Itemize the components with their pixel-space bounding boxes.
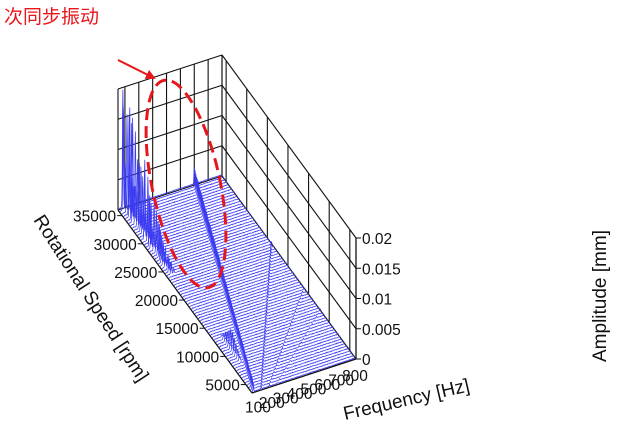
spectrum-line (197, 283, 303, 320)
spectrum-line (135, 166, 240, 234)
tick-labels: 5000100001500020000250003000035000100200… (73, 209, 401, 417)
spectrum-line (246, 350, 351, 386)
spectrum-line (187, 269, 292, 305)
frequency-tick-label: 100 (245, 400, 271, 417)
spectrum-line (229, 326, 334, 362)
speed-tick-label: 15000 (155, 321, 198, 338)
spectrum-line (208, 297, 313, 334)
spectrum-line (189, 271, 294, 308)
spectrum-line (206, 295, 312, 331)
spectrum-line (236, 336, 341, 372)
speed-tick-label: 20000 (135, 293, 178, 310)
amplitude-tick-label: 0.015 (362, 261, 401, 278)
spectrum-line (183, 264, 289, 300)
frequency-tick-label: 300 (273, 391, 299, 408)
spectrum-lines (117, 89, 356, 393)
spectrum-line (145, 195, 250, 248)
spectrum-line (251, 357, 356, 393)
spectrum-line (185, 267, 290, 303)
z-axis-title: Amplitude [mm] (590, 230, 611, 362)
frequency-tick-label: 700 (328, 373, 354, 390)
spectrum-line (218, 312, 324, 348)
amplitude-tick-label: 0.005 (362, 322, 401, 339)
spectrum-line (170, 244, 275, 281)
frequency-axis-line (251, 358, 357, 394)
frequency-tick-label: 500 (300, 382, 326, 399)
spectrum-line (203, 290, 308, 327)
frequency-tick-label: 600 (314, 377, 340, 394)
spectrum-line (171, 247, 277, 284)
spectrum-line (201, 286, 306, 324)
dashed-ellipse (144, 78, 228, 290)
speed-tick-label: 5000 (205, 378, 240, 395)
spectrum-line (244, 347, 350, 384)
spectrum-line (231, 328, 336, 365)
frequency-tick-label: 400 (287, 386, 313, 403)
side-wall-grid (221, 54, 357, 360)
spectrum-line (194, 278, 299, 315)
spectrum-line (161, 233, 266, 269)
speed-tick-label: 25000 (114, 265, 157, 282)
speed-tick-label: 35000 (73, 209, 116, 226)
spectrum-line (209, 300, 315, 336)
spectrum-line (140, 170, 245, 241)
spectrum-line (152, 220, 258, 258)
spectrum-line (192, 276, 297, 312)
spectrum-line (159, 231, 264, 267)
spectrum-line (178, 257, 284, 293)
spectrum-line (248, 352, 353, 388)
side-wall-gridline-h (221, 54, 357, 239)
spectrum-line (222, 316, 327, 353)
frequency-tick-label: 800 (342, 368, 368, 385)
spectrum-line (180, 259, 285, 296)
spectrum-line (138, 159, 244, 239)
spectrum-line (237, 338, 343, 374)
frequency-tick-label: 200 (259, 395, 285, 412)
subsynchronous-vibration-annotation: 次同步振动 (4, 6, 100, 28)
spectrum-line (149, 203, 254, 253)
spectrum-line (196, 281, 301, 317)
back-wall-gridline-h (117, 54, 223, 90)
spectrum-line (220, 314, 325, 350)
spectrum-line (243, 345, 348, 381)
spectrum-line (147, 203, 252, 250)
back-wall-gridline-h (117, 84, 223, 120)
spectrum-line (204, 293, 310, 329)
side-wall-gridline-h (221, 84, 357, 269)
spectrum-line (250, 354, 355, 391)
spectrum-line (234, 333, 339, 369)
speed-axis-line (117, 209, 253, 394)
speed-tick-label: 10000 (176, 349, 219, 366)
amplitude-tick-label: 0 (362, 352, 371, 369)
spectrum-line (190, 274, 296, 310)
subsynchronous-highlight (117, 59, 228, 290)
back-wall-gridline-h (117, 145, 223, 181)
spectrum-line (241, 343, 346, 379)
side-wall-gridline-h (221, 145, 357, 330)
speed-tick-label: 30000 (94, 237, 137, 254)
spectrum-line (232, 331, 337, 367)
amplitude-tick-label: 0.01 (362, 292, 392, 309)
spectrum-line (150, 211, 256, 255)
annotation-arrow (117, 59, 156, 79)
spectrum-line (199, 286, 304, 322)
spectrum-line (239, 340, 344, 376)
amplitude-tick-label: 0.02 (362, 231, 392, 248)
side-wall-gridline-h (221, 115, 357, 299)
